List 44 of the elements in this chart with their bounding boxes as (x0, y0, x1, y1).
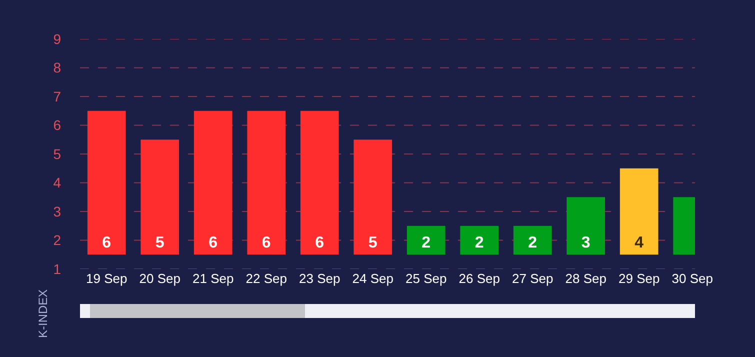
bar (87, 110, 126, 255)
bar (300, 110, 339, 255)
data-label: 2 (474, 234, 484, 252)
y-axis-title: K-INDEX (36, 289, 50, 338)
y-tick-label: 4 (53, 174, 62, 191)
x-tick-label: 23 Sep (299, 271, 340, 286)
bar (354, 140, 392, 255)
y-tick-label: 7 (53, 88, 62, 104)
data-label: 3 (581, 234, 590, 252)
data-label: 4 (634, 234, 644, 252)
y-tick-label: 5 (53, 146, 62, 162)
y-tick-label: 1 (53, 260, 62, 277)
bar (194, 110, 232, 255)
data-label: 2 (422, 234, 431, 252)
x-tick-label: 30 Sep (672, 271, 713, 286)
data-label: 6 (315, 234, 324, 252)
bar (247, 110, 286, 255)
x-tick-label: 22 Sep (246, 271, 287, 286)
bar (620, 168, 658, 255)
bar (460, 226, 499, 255)
data-label: 5 (368, 234, 378, 252)
y-tick-label: 9 (53, 30, 62, 47)
data-label: 6 (208, 234, 218, 252)
y-tick-label: 6 (53, 117, 62, 134)
x-tick-label: 26 Sep (458, 271, 500, 286)
data-label: 6 (262, 234, 271, 252)
data-label: 5 (155, 234, 164, 252)
y-tick-label: 2 (53, 232, 62, 248)
x-tick-label: 27 Sep (512, 271, 554, 286)
x-tick-label: 21 Sep (192, 271, 234, 286)
x-tick-label: 28 Sep (565, 271, 606, 286)
data-label: 2 (528, 234, 538, 252)
x-tick-label: 29 Sep (618, 271, 660, 286)
x-tick-label: 25 Sep (406, 271, 447, 286)
data-label: 6 (102, 234, 112, 252)
x-tick-label: 24 Sep (352, 271, 394, 286)
y-tick-label: 3 (53, 203, 62, 220)
bar (513, 226, 552, 255)
bar (140, 140, 180, 255)
bar (406, 226, 446, 255)
x-tick-label: 19 Sep (86, 271, 128, 286)
y-tick-label: 8 (53, 60, 62, 76)
bar (566, 197, 606, 255)
x-tick-label: 20 Sep (139, 271, 180, 286)
